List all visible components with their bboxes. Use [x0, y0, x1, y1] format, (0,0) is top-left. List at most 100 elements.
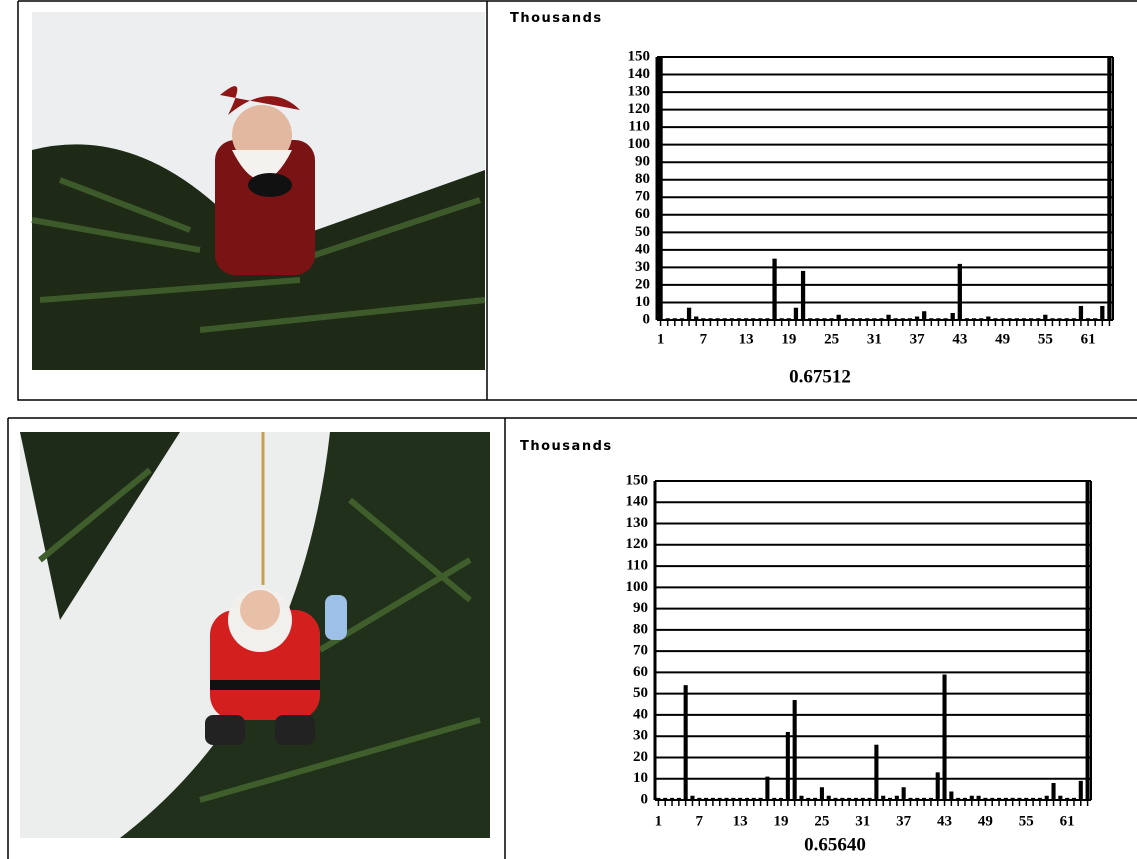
bar: [1036, 318, 1041, 320]
bar: [799, 795, 804, 800]
bar: [907, 318, 913, 320]
x-tick-label: 13: [733, 813, 748, 829]
bar: [962, 797, 968, 800]
y-tick-label: 70: [633, 643, 648, 659]
y-axis-label: Thousands: [510, 11, 603, 26]
bar: [1107, 57, 1112, 320]
bar: [833, 797, 838, 800]
bar: [778, 797, 784, 800]
bar: [1010, 797, 1015, 800]
bar: [1028, 318, 1034, 320]
x-tick-label: 19: [774, 813, 789, 829]
bar: [672, 318, 677, 320]
y-tick-label: 140: [626, 494, 649, 510]
bar: [1017, 797, 1022, 800]
bar: [731, 797, 736, 800]
bar: [957, 263, 962, 320]
x-tick-label: 55: [1038, 331, 1053, 347]
bar: [1071, 797, 1077, 800]
y-tick-label: 50: [633, 685, 648, 701]
y-tick-label: 110: [628, 119, 650, 135]
bar: [813, 797, 818, 800]
bar: [694, 316, 699, 320]
bar: [744, 797, 750, 800]
x-tick-label: 61: [1060, 813, 1075, 829]
x-tick-label: 7: [696, 813, 704, 829]
bar: [1014, 318, 1019, 320]
panel-frames: [7, 0, 1137, 859]
bar: [867, 797, 872, 800]
bar: [894, 795, 899, 800]
bar: [806, 797, 811, 800]
bar: [690, 795, 695, 800]
bar: [836, 314, 841, 320]
y-tick-label: 100: [626, 579, 649, 595]
bar: [1078, 780, 1083, 800]
bar: [996, 797, 1002, 800]
y-tick-label: 120: [626, 536, 649, 552]
bar: [772, 797, 777, 800]
bar: [800, 270, 806, 320]
bar: [914, 316, 920, 320]
bar: [701, 318, 706, 320]
bar: [893, 318, 898, 320]
y-tick-label: 70: [635, 189, 650, 205]
bar: [826, 795, 831, 800]
bar: [663, 797, 668, 800]
bar: [865, 318, 870, 320]
y-tick-label: 20: [635, 276, 650, 292]
x-tick-label: 49: [995, 331, 1010, 347]
y-tick-label: 50: [635, 224, 650, 240]
bar: [1000, 318, 1005, 320]
bar: [986, 316, 991, 320]
bar: [983, 797, 988, 800]
bar: [1021, 318, 1027, 320]
bar: [900, 318, 905, 320]
x-tick-label: 25: [824, 331, 839, 347]
bar: [901, 787, 906, 800]
bar: [765, 776, 770, 800]
bar: [874, 744, 879, 800]
bar: [887, 797, 893, 800]
y-tick-label: 80: [635, 171, 650, 187]
y-tick-label: 20: [633, 749, 648, 765]
y-tick-label: 30: [633, 728, 648, 744]
bar: [928, 797, 933, 800]
top-panel-frame: [17, 0, 1137, 401]
bar: [822, 318, 827, 320]
bar: [656, 797, 661, 800]
bar: [697, 797, 702, 800]
bar: [879, 318, 884, 320]
bar: [936, 318, 941, 320]
y-tick-label: 130: [628, 84, 651, 100]
bar: [1100, 305, 1105, 320]
bar: [829, 318, 834, 320]
bar: [1085, 318, 1091, 320]
x-tick-label: 61: [1081, 331, 1096, 347]
x-tick-label: 31: [867, 331, 882, 347]
bar: [658, 57, 663, 320]
bar: [715, 318, 720, 320]
bar: [722, 318, 727, 320]
histogram: Thousands0102030405060708090100110120130…: [510, 11, 1114, 387]
bar: [724, 797, 729, 800]
bar: [717, 797, 722, 800]
bar: [881, 795, 886, 800]
bar: [943, 318, 948, 320]
bar: [993, 318, 998, 320]
y-tick-label: 60: [633, 664, 648, 680]
bar: [922, 797, 927, 800]
bar: [758, 797, 763, 800]
bar: [979, 318, 984, 320]
bar: [751, 797, 756, 800]
bar: [956, 797, 961, 800]
y-tick-label: 90: [635, 154, 650, 170]
bar: [990, 797, 995, 800]
bar: [1078, 305, 1084, 320]
y-tick-label: 150: [628, 48, 651, 64]
y-tick-label: 150: [626, 472, 649, 488]
bar: [886, 314, 891, 320]
y-tick-label: 80: [633, 621, 648, 637]
bar: [1043, 314, 1048, 320]
bar: [686, 307, 692, 320]
